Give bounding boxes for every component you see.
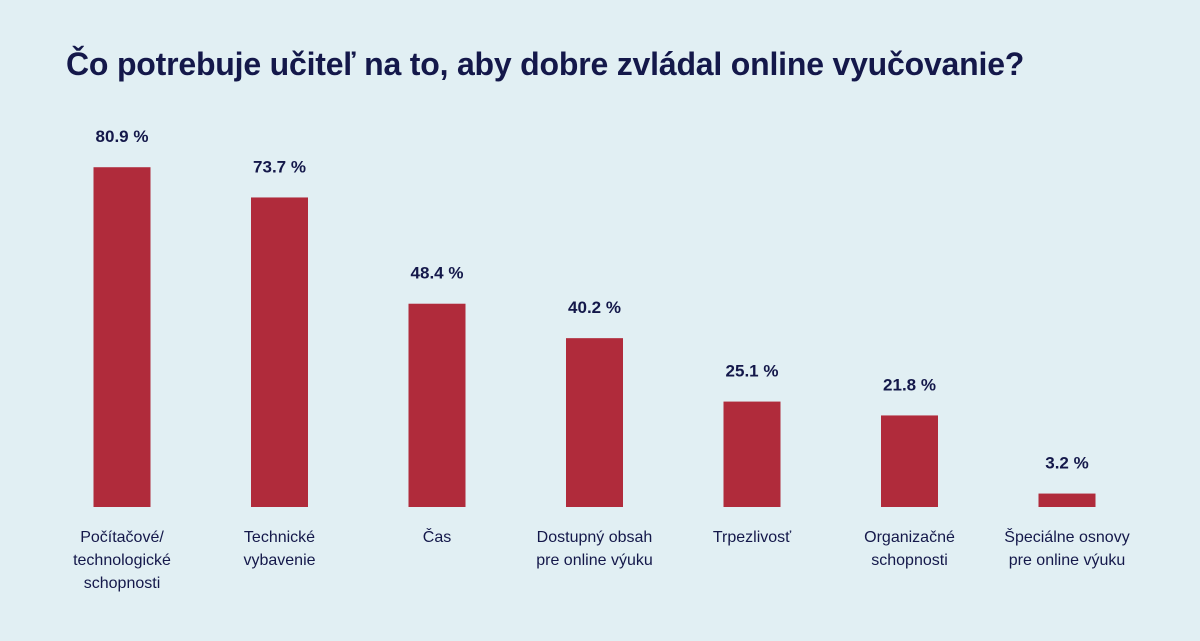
category-label-4-line-0: Trpezlivosť	[713, 529, 792, 546]
category-label-6: Špeciálne osnovy pre online výuku	[1004, 527, 1129, 569]
category-label-2: Čas	[423, 527, 451, 546]
value-label-0: 80.9 %	[96, 127, 149, 146]
category-label-5-line-1: schopnosti	[871, 552, 948, 569]
value-label-1: 73.7 %	[253, 157, 306, 176]
category-label-6-line-0: Špeciálne osnovy	[1004, 527, 1129, 546]
bar-6	[1038, 493, 1096, 507]
value-label-4: 25.1 %	[726, 362, 779, 381]
category-label-4: Trpezlivosť	[713, 529, 792, 546]
bar-3	[566, 338, 623, 507]
chart-title: Čo potrebuje učiteľ na to, aby dobre zvl…	[66, 46, 1025, 82]
category-label-3-line-1: pre online výuku	[536, 552, 653, 569]
category-label-1-line-0: Technické	[244, 529, 315, 546]
bar-4	[723, 401, 781, 507]
category-label-2-line-0: Čas	[423, 527, 451, 546]
category-label-1: Technické vybavenie	[243, 529, 315, 569]
value-label-5: 21.8 %	[883, 375, 936, 394]
category-label-0: Počítačové/technologické schopnosti	[73, 529, 171, 592]
category-label-5-line-0: Organizačné	[864, 529, 955, 546]
category-label-3: Dostupný obsah pre online výuku	[536, 529, 653, 569]
value-label-3: 40.2 %	[568, 298, 621, 317]
category-label-3-line-0: Dostupný obsah	[537, 529, 653, 546]
category-label-6-line-1: pre online výuku	[1009, 552, 1126, 569]
category-label-5: Organizačné schopnosti	[864, 529, 955, 569]
bar-2	[408, 303, 466, 507]
category-label-0-line-1: technologické	[73, 552, 171, 569]
category-label-1-line-1: vybavenie	[243, 552, 315, 569]
category-label-0-line-2: schopnosti	[84, 575, 161, 592]
bar-5	[881, 415, 938, 507]
category-label-0-line-0: Počítačové/	[80, 529, 164, 546]
value-label-6: 3.2 %	[1045, 454, 1088, 473]
bar-0	[93, 167, 151, 507]
bar-1	[251, 197, 308, 507]
value-label-2: 48.4 %	[411, 264, 464, 283]
